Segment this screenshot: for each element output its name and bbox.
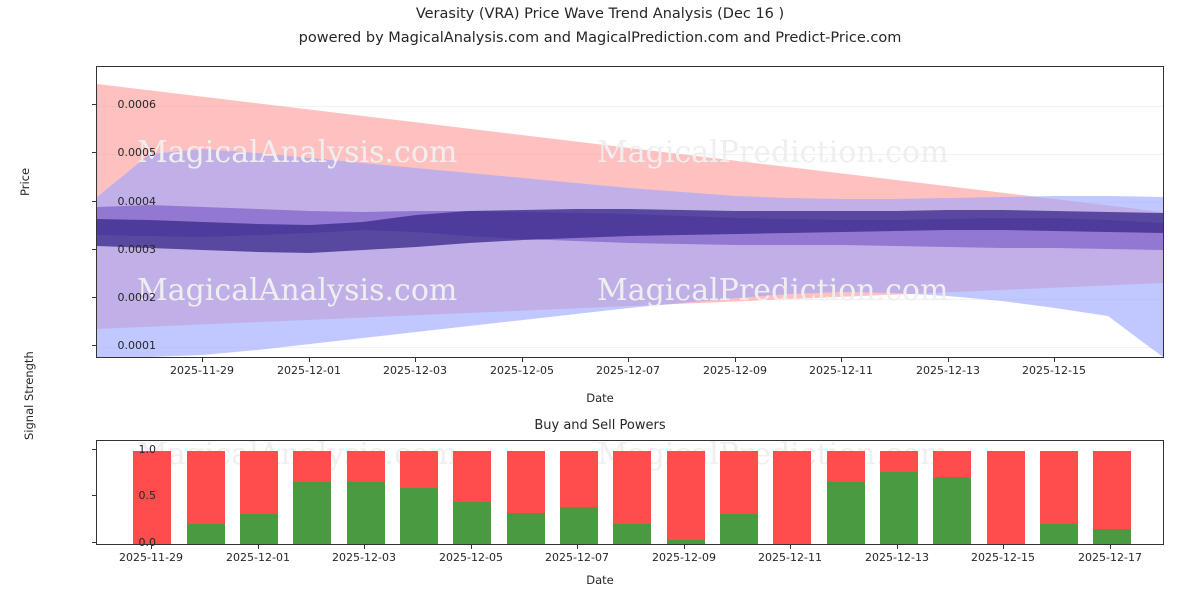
y-tick-label: 0.5 xyxy=(138,489,157,502)
bar-group xyxy=(720,451,758,544)
x-tick-label: 2025-11-29 xyxy=(119,551,183,564)
bar-group xyxy=(240,451,278,544)
price-bands xyxy=(97,84,1163,357)
bar-group xyxy=(507,451,545,544)
x-tick-label: 2025-12-09 xyxy=(703,364,767,377)
x-tick-label: 2025-12-13 xyxy=(916,364,980,377)
y-tick-label: 0.0005 xyxy=(117,146,157,159)
y-tick-label: 0.0001 xyxy=(117,339,157,352)
x-tick-label: 2025-12-13 xyxy=(865,551,929,564)
x-axis-label-date: Date xyxy=(586,391,614,405)
y-tick-label: 0.0006 xyxy=(117,98,157,111)
x-tick-label: 2025-12-15 xyxy=(1022,364,1086,377)
x-tick-label: 2025-12-07 xyxy=(596,364,660,377)
bar-group xyxy=(347,451,385,544)
x-tick-label: 2025-12-03 xyxy=(332,551,396,564)
bar-group xyxy=(987,451,1025,544)
x-tick-label: 2025-12-11 xyxy=(809,364,873,377)
bar-group xyxy=(400,451,438,544)
buy-sell-title: Buy and Sell Powers xyxy=(534,418,666,433)
bar-group xyxy=(293,451,331,544)
y-tick-label: 1.0 xyxy=(138,443,157,456)
x-tick-label: 2025-12-05 xyxy=(490,364,554,377)
x-tick-label: 2025-12-01 xyxy=(277,364,341,377)
page-subtitle: powered by MagicalAnalysis.com and Magic… xyxy=(298,30,902,46)
bar-group xyxy=(667,451,705,544)
bar-group xyxy=(613,451,651,544)
x-tick-label: 2025-12-17 xyxy=(1078,551,1142,564)
y-tick-label: 0.0002 xyxy=(117,291,157,304)
x-tick-label: 2025-12-09 xyxy=(652,551,716,564)
y-tick-label: 0.0 xyxy=(138,536,157,549)
y-axis-label-signal-strength: Signal Strength xyxy=(22,351,36,440)
x-tick-label: 2025-12-01 xyxy=(226,551,290,564)
bar-group xyxy=(827,451,865,544)
page-title: Verasity (VRA) Price Wave Trend Analysis… xyxy=(415,6,785,22)
x-tick-label: 2025-12-03 xyxy=(383,364,447,377)
x-tick-label: 2025-11-29 xyxy=(170,364,234,377)
x-tick-label: 2025-12-07 xyxy=(545,551,609,564)
bar-group xyxy=(1093,451,1131,544)
buy-sell-chart: MagicalAnalysis.com MagicalPrediction.co… xyxy=(96,440,1164,545)
price-wave-chart: MagicalAnalysis.com MagicalPrediction.co… xyxy=(96,66,1164,358)
core-dark-band xyxy=(97,209,1163,253)
bar-group xyxy=(773,451,811,544)
y-tick-label: 0.0004 xyxy=(117,195,157,208)
bar-group xyxy=(933,451,971,544)
y-tick-label: 0.0003 xyxy=(117,243,157,256)
bar-group xyxy=(1040,451,1078,544)
blue-outer-band xyxy=(97,149,1163,357)
bar-group xyxy=(560,451,598,544)
x-tick-label: 2025-12-05 xyxy=(439,551,503,564)
x-axis-label-date-2: Date xyxy=(586,573,614,587)
bar-group xyxy=(133,451,171,544)
x-tick-label: 2025-12-11 xyxy=(758,551,822,564)
bar-group xyxy=(880,451,918,544)
y-axis-label-price: Price xyxy=(18,167,32,196)
x-tick-label: 2025-12-15 xyxy=(971,551,1035,564)
bar-group xyxy=(453,451,491,544)
bar-group xyxy=(187,451,225,544)
